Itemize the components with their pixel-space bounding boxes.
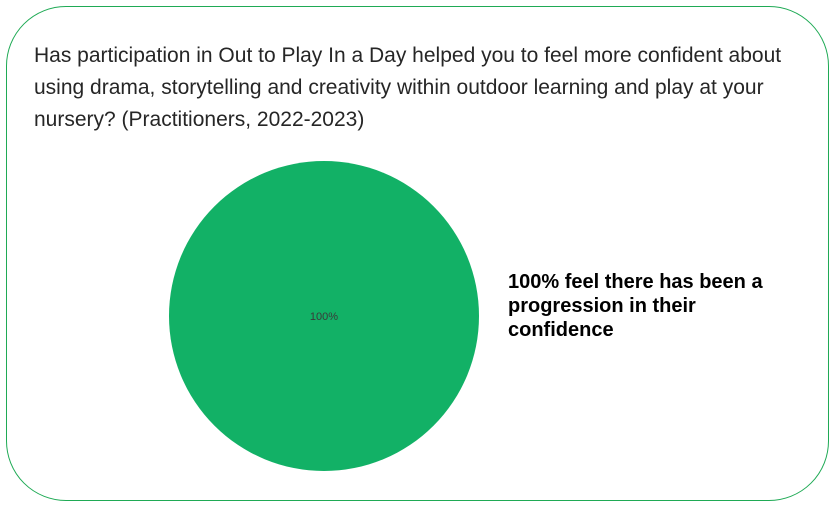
question-text: Has participation in Out to Play In a Da… <box>34 44 782 131</box>
callout-text: 100% feel there has been a progression i… <box>508 271 763 341</box>
